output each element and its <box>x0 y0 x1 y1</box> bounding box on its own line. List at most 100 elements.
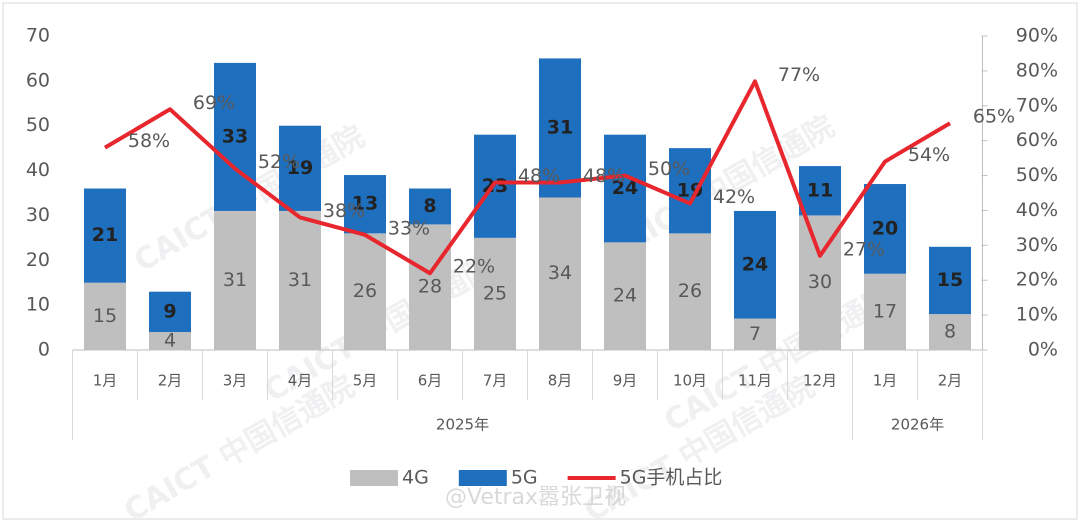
bar <box>84 282 126 350</box>
y-tick-label: 40 <box>26 159 50 181</box>
line-label: 65% <box>973 106 1015 128</box>
y2-tick-label: 90% <box>1016 25 1058 47</box>
x-tick-label: 6月 <box>418 372 443 390</box>
bar <box>409 224 451 350</box>
bar-label: 24 <box>612 177 638 199</box>
bar <box>84 188 126 283</box>
legend-label: 5G手机占比 <box>620 467 723 489</box>
bar <box>214 210 256 350</box>
x-tick-label: 7月 <box>483 372 508 390</box>
group-label: 2025年 <box>436 416 489 434</box>
bar-label: 19 <box>287 157 313 179</box>
y-tick-label: 20 <box>26 249 50 271</box>
y-tick-label: 60 <box>26 69 50 91</box>
bar-label: 8 <box>423 195 436 217</box>
bar <box>539 58 581 198</box>
bar <box>474 134 516 238</box>
y-tick-label: 30 <box>26 204 50 226</box>
x-tick-label: 9月 <box>613 372 638 390</box>
bar-label: 13 <box>352 193 378 215</box>
line-label: 38% <box>323 200 365 222</box>
line-label: 54% <box>908 144 950 166</box>
x-tick-label: 11月 <box>738 372 772 390</box>
bar-label: 24 <box>742 253 768 275</box>
line-label: 52% <box>258 151 300 173</box>
bar-label: 17 <box>873 300 897 322</box>
bar-label: 4 <box>164 330 176 352</box>
bar <box>344 175 386 234</box>
line-label: 27% <box>843 238 885 260</box>
line-label: 50% <box>648 158 690 180</box>
bar <box>669 233 711 350</box>
legend-label: 4G <box>402 467 429 489</box>
bar <box>279 210 321 350</box>
bar-label: 33 <box>222 125 248 147</box>
bar-label: 15 <box>937 269 963 291</box>
bar-label: 20 <box>872 217 898 239</box>
bar <box>734 210 776 319</box>
bar-label: 19 <box>677 179 703 201</box>
y2-tick-label: 30% <box>1016 234 1058 256</box>
y2-tick-label: 80% <box>1016 59 1058 81</box>
x-tick-label: 5月 <box>353 372 378 390</box>
y2-tick-label: 60% <box>1016 129 1058 151</box>
x-tick-label: 10月 <box>673 372 707 390</box>
bar-label: 26 <box>678 280 702 302</box>
y2-tick-label: 20% <box>1016 269 1058 291</box>
bar-label: 15 <box>93 305 117 327</box>
line-label: 42% <box>713 186 755 208</box>
bar-label: 31 <box>223 269 247 291</box>
x-tick-label: 2月 <box>158 372 183 390</box>
line-label: 58% <box>128 130 170 152</box>
line-label: 48% <box>518 165 560 187</box>
y2-tick-label: 10% <box>1016 304 1058 326</box>
legend-swatch <box>458 470 507 486</box>
x-tick-label: 4月 <box>288 372 313 390</box>
bar <box>669 148 711 234</box>
bar <box>149 291 191 333</box>
watermark: @Vetrax嚣张卫视 <box>445 485 626 510</box>
bar-label: 8 <box>944 321 956 343</box>
bar <box>929 246 971 315</box>
bar-label: 11 <box>807 179 833 201</box>
bar <box>604 242 646 350</box>
bar-label: 31 <box>288 269 312 291</box>
line-label: 33% <box>388 217 430 239</box>
bar-label: 31 <box>547 116 573 138</box>
bar <box>279 125 321 211</box>
bar <box>149 332 191 350</box>
bar-label: 28 <box>418 276 442 298</box>
bar-label: 26 <box>353 280 377 302</box>
line-label: 77% <box>778 64 820 86</box>
group-label: 2026年 <box>891 416 944 434</box>
bar <box>344 233 386 350</box>
bar <box>864 273 906 350</box>
y-tick-label: 10 <box>26 294 50 316</box>
y-tick-label: 70 <box>26 25 50 47</box>
x-tick-label: 12月 <box>803 372 837 390</box>
x-tick-label: 1月 <box>873 372 898 390</box>
y2-tick-label: 0% <box>1028 339 1058 361</box>
bar <box>929 314 971 350</box>
y2-tick-label: 40% <box>1016 199 1058 221</box>
y-tick-label: 50 <box>26 114 50 136</box>
line-label: 69% <box>193 92 235 114</box>
x-tick-label: 8月 <box>548 372 573 390</box>
bar <box>734 318 776 350</box>
x-tick-label: 2月 <box>938 372 963 390</box>
bar <box>799 166 841 216</box>
y-tick-label: 0 <box>38 339 50 361</box>
bar <box>214 62 256 211</box>
line-label: 22% <box>453 256 495 278</box>
x-tick-label: 3月 <box>223 372 248 390</box>
bar <box>409 188 451 225</box>
bar <box>539 197 581 350</box>
bar <box>474 237 516 350</box>
bar-label: 24 <box>613 285 637 307</box>
bar <box>604 134 646 243</box>
bar <box>864 184 906 274</box>
bar-label: 7 <box>749 323 761 345</box>
bar-label: 30 <box>808 271 832 293</box>
y2-tick-label: 50% <box>1016 164 1058 186</box>
